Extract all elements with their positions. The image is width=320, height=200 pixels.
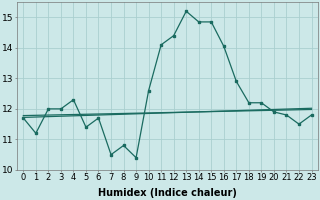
X-axis label: Humidex (Indice chaleur): Humidex (Indice chaleur) [98, 188, 237, 198]
